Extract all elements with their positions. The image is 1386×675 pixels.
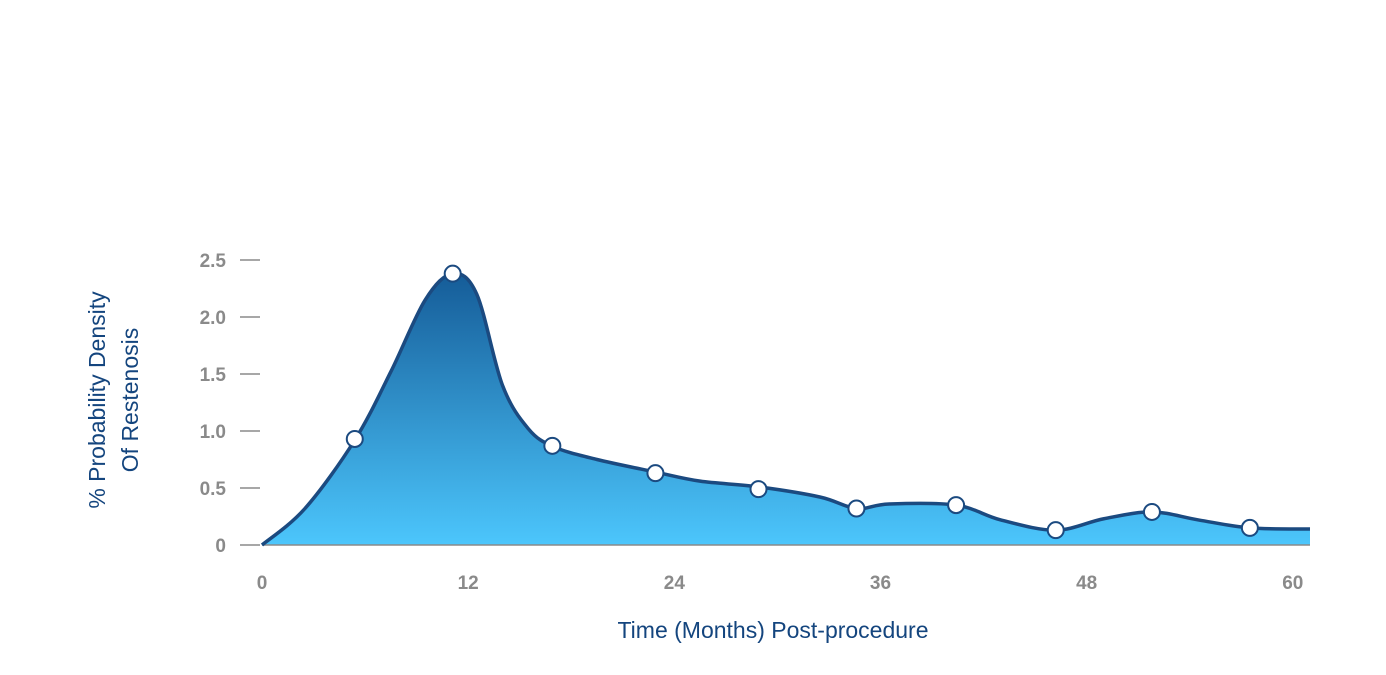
data-point-marker [345,429,364,448]
data-markers [345,264,1259,540]
data-point-marker [543,436,562,455]
data-point-marker [847,499,866,518]
y-tick-label: 2.0 [200,308,226,329]
data-point-marker [646,464,665,483]
data-point-marker [947,496,966,515]
x-tick-label: 24 [664,573,686,594]
x-tick-label: 60 [1282,573,1303,594]
y-tick-label: 2.5 [200,251,227,272]
x-tick-label: 12 [458,573,479,594]
data-point-marker [1240,518,1259,537]
y-axis-title-line-1: % Probability Density [84,291,110,509]
x-axis: 0 12 24 36 48 60 [257,573,1304,594]
x-tick-label: 36 [870,573,891,594]
y-axis: 0 0.5 1.0 1.5 2.0 2.5 [200,251,260,557]
y-tick-label: 0.5 [200,479,227,500]
y-tick-label: 1.0 [200,422,226,443]
density-area-fill [262,273,1310,545]
data-point-marker [1142,502,1161,521]
y-axis-title-line-2: Of Restenosis [117,328,143,472]
x-tick-label: 48 [1076,573,1097,594]
data-point-marker [1046,521,1065,540]
y-tick-label: 0 [215,536,226,557]
data-point-marker [443,264,462,283]
density-line [260,271,1311,547]
data-point-marker [749,480,768,499]
x-tick-label: 0 [257,573,268,594]
y-axis-title: % Probability Density Of Restenosis [84,291,143,509]
x-axis-title: Time (Months) Post-procedure [617,617,928,643]
y-tick-label: 1.5 [200,365,227,386]
